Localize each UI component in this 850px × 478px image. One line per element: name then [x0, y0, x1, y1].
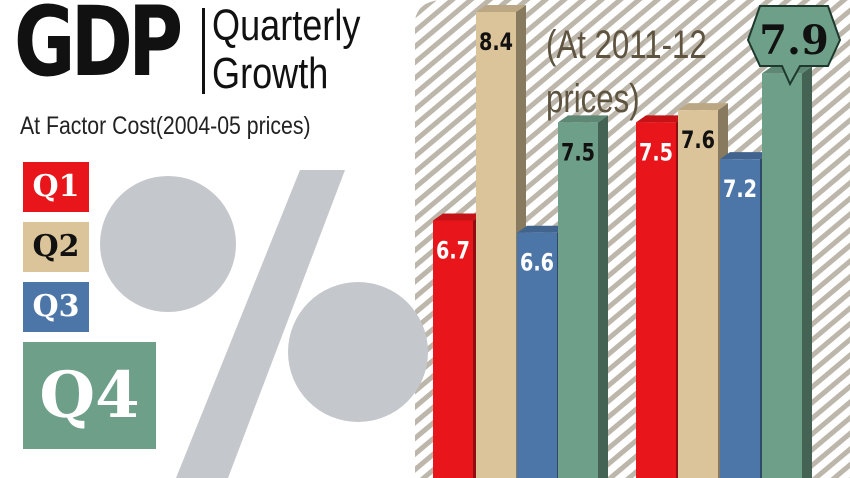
bar-top — [678, 103, 728, 111]
value-label: 7.5 — [561, 139, 595, 167]
bar-side — [802, 66, 812, 478]
legend-q4: Q4 — [23, 342, 156, 449]
subtitle-line-2: Growth — [212, 49, 329, 98]
series-basis-line-1: (At 2011-12 — [546, 23, 707, 67]
legend-label: Q1 — [32, 169, 80, 204]
legend-q2: Q2 — [23, 222, 89, 272]
bar-top — [558, 115, 608, 123]
bar — [558, 122, 598, 478]
value-label: 6.6 — [520, 250, 554, 278]
value-label: 7.6 — [681, 127, 715, 155]
bar-top — [517, 225, 567, 233]
legend-q1: Q1 — [23, 162, 89, 212]
value-label: 8.4 — [479, 29, 513, 57]
series-basis-line-2: prices) — [546, 77, 640, 121]
percent-symbol-icon — [100, 170, 428, 478]
legend-label: Q2 — [32, 229, 80, 264]
value-label: 7.9 — [759, 17, 829, 64]
bar — [762, 73, 802, 478]
title-divider — [202, 8, 205, 94]
bar — [720, 159, 760, 478]
subtitle-line-1: Quarterly — [212, 1, 361, 50]
bar-group: 6.7 8.4 6.6 7.5 7.5 7.6 7.2 7.9 — [433, 5, 842, 478]
bar-top — [636, 115, 686, 123]
bar — [476, 12, 516, 478]
bar — [517, 232, 557, 478]
callout-badge — [746, 5, 842, 87]
value-label: 7.2 — [723, 176, 757, 204]
page-title: GDP — [14, 0, 183, 98]
value-label: 7.5 — [639, 139, 673, 167]
bar — [433, 220, 473, 478]
bar-top — [720, 152, 770, 160]
legend-label: Q3 — [32, 289, 80, 324]
series-basis-note: (At 2011-12 prices) — [546, 18, 707, 126]
bar — [678, 110, 718, 478]
bar-side — [598, 115, 608, 478]
bar — [636, 122, 676, 478]
bar-top — [433, 213, 483, 221]
price-basis-note: At Factor Cost(2004-05 prices) — [20, 112, 311, 140]
value-label: 6.7 — [436, 237, 470, 265]
page-subtitle: Quarterly Growth — [212, 2, 360, 98]
legend-q3: Q3 — [23, 282, 89, 332]
legend-label: Q4 — [39, 358, 140, 433]
bar-top — [476, 5, 526, 12]
